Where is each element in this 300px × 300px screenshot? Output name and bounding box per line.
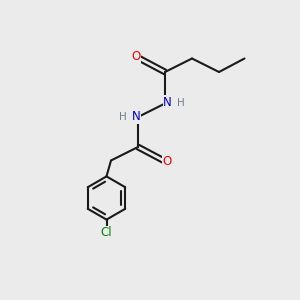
Text: O: O [163, 155, 172, 169]
Text: O: O [131, 50, 140, 64]
Text: H: H [177, 98, 184, 109]
Text: H: H [118, 112, 126, 122]
Text: N: N [163, 95, 172, 109]
Text: Cl: Cl [101, 226, 112, 239]
Text: N: N [132, 110, 141, 124]
